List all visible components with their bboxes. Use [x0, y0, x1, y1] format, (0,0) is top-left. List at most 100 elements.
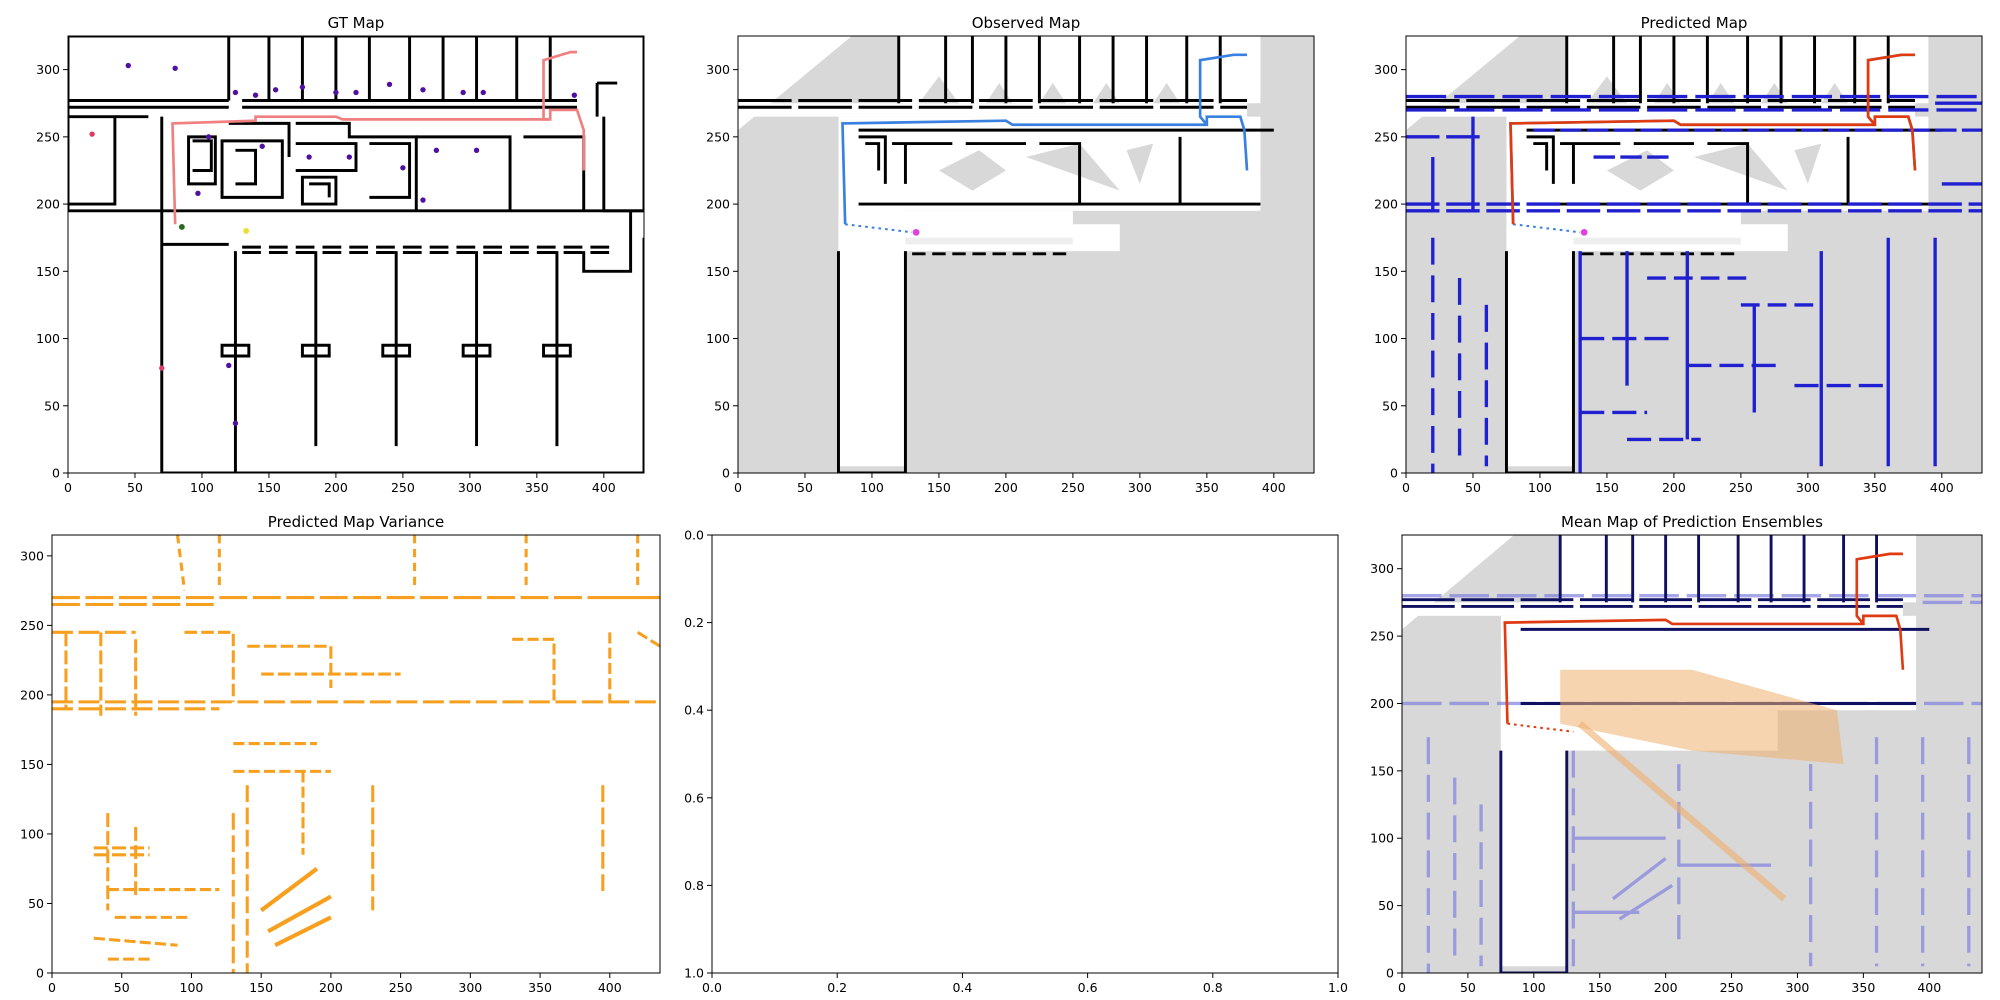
y-tick-label: 150: [706, 264, 730, 279]
y-tick-label: 250: [1374, 129, 1398, 144]
x-tick-label: 250: [1729, 480, 1753, 495]
y-tick-label: 0.4: [684, 703, 704, 718]
y-tick-label: 300: [706, 62, 730, 77]
x-tick-label: 150: [1588, 980, 1612, 995]
x-tick-label: 300: [1796, 480, 1820, 495]
panel-observed-map: Observed Map 0 50 100 150 200 250 300 350 400 0 50 1…: [706, 14, 1315, 495]
y-tick-label: 150: [36, 264, 60, 279]
predicted-map-variance-image: [52, 535, 660, 973]
observed-map-image: [738, 36, 1314, 473]
y-tick-label: 50: [714, 398, 730, 413]
y-tick-label: 150: [20, 757, 44, 772]
x-tick-label: 200: [319, 980, 343, 995]
x-tick-label: 50: [127, 480, 143, 495]
x-tick-label: 100: [180, 980, 204, 995]
panel-title: Predicted Map Variance: [268, 513, 444, 531]
x-tick-label: 200: [1654, 980, 1678, 995]
x-tick-label: 0.8: [1203, 980, 1223, 995]
y-tick-label: 200: [1370, 696, 1394, 711]
x-tick-label: 50: [1465, 480, 1481, 495]
panel-title: Mean Map of Prediction Ensembles: [1561, 513, 1823, 531]
y-tick-label: 250: [36, 129, 60, 144]
x-tick-label: 150: [927, 480, 951, 495]
y-tick-label: 100: [36, 331, 60, 346]
y-tick-label: 300: [20, 548, 44, 563]
y-tick-label: 0: [1386, 966, 1394, 981]
y-tick-label: 0: [722, 466, 730, 481]
x-tick-label: 0.2: [827, 980, 847, 995]
x-tick-label: 0.4: [952, 980, 972, 995]
y-tick-label: 0: [52, 466, 60, 481]
x-tick-label: 300: [458, 980, 482, 995]
panel-title: Observed Map: [972, 14, 1081, 32]
y-tick-label: 100: [1370, 831, 1394, 846]
x-tick-label: 150: [1595, 480, 1619, 495]
panel-mean-map-of-prediction-ensembles: Mean Map of Prediction Ensembles 0 50 100 15…: [1370, 513, 1983, 995]
x-tick-label: 0: [64, 480, 72, 495]
panel-predicted-map-variance: Predicted Map Variance 0 50 100 150 200 250 300…: [20, 513, 661, 995]
y-tick-label: 300: [1374, 62, 1398, 77]
axes-frame: [67, 35, 645, 474]
mean-map-of-prediction-ensembles-image: [1402, 535, 1982, 973]
x-tick-label: 0.0: [702, 980, 722, 995]
y-tick-label: 0.0: [684, 528, 704, 543]
panel-empty-axes: 0.0 0.2 0.4 0.6 0.8 1.00.00.20.40.60.81.0: [684, 528, 1348, 996]
panel-title: GT Map: [328, 14, 385, 32]
x-tick-label: 350: [1863, 480, 1887, 495]
y-tick-label: 0.6: [684, 790, 704, 805]
x-tick-label: 350: [528, 980, 552, 995]
x-tick-label: 0: [1402, 480, 1410, 495]
x-tick-label: 50: [797, 480, 813, 495]
x-tick-label: 400: [1917, 980, 1941, 995]
x-tick-label: 200: [324, 480, 348, 495]
x-tick-label: 350: [1851, 980, 1875, 995]
axes-frame: [1401, 534, 1983, 974]
axes-frame: [1405, 35, 1983, 474]
y-tick-label: 300: [1370, 561, 1394, 576]
x-tick-label: 0: [734, 480, 742, 495]
y-tick-label: 0: [1390, 466, 1398, 481]
y-tick-label: 200: [20, 687, 44, 702]
x-tick-label: 100: [1522, 980, 1546, 995]
x-tick-label: 200: [1662, 480, 1686, 495]
panel-predicted-map: Predicted Map 0 50 100 150 200 250 300 350 400 0 50…: [1374, 14, 1983, 495]
x-tick-label: 350: [525, 480, 549, 495]
x-tick-label: 250: [391, 480, 415, 495]
x-tick-label: 300: [1786, 980, 1810, 995]
x-tick-label: 1.0: [1328, 980, 1348, 995]
panel-gt-map: GT Map 0 50 100 150 200 250 300 350 400 0 50 100 150 2…: [36, 14, 645, 495]
y-tick-label: 0.2: [684, 615, 704, 630]
y-tick-label: 200: [36, 197, 60, 212]
x-tick-label: 50: [114, 980, 130, 995]
y-tick-label: 200: [706, 197, 730, 212]
y-tick-label: 1.0: [684, 966, 704, 981]
y-tick-label: 50: [1382, 398, 1398, 413]
x-tick-label: 400: [592, 480, 616, 495]
x-tick-label: 150: [249, 980, 273, 995]
y-tick-label: 150: [1374, 264, 1398, 279]
y-tick-label: 0.8: [684, 878, 704, 893]
x-tick-label: 400: [1262, 480, 1286, 495]
x-tick-label: 300: [1128, 480, 1152, 495]
x-tick-label: 200: [994, 480, 1018, 495]
y-tick-label: 300: [36, 62, 60, 77]
panel-title: Predicted Map: [1641, 14, 1748, 32]
y-tick-label: 100: [706, 331, 730, 346]
x-tick-label: 250: [1720, 980, 1744, 995]
x-tick-label: 100: [190, 480, 214, 495]
x-tick-label: 400: [1930, 480, 1954, 495]
y-tick-label: 50: [44, 398, 60, 413]
y-tick-label: 200: [1374, 197, 1398, 212]
y-tick-label: 50: [1378, 898, 1394, 913]
x-tick-label: 0: [1398, 980, 1406, 995]
gt-map-image: [68, 36, 644, 473]
x-tick-label: 400: [598, 980, 622, 995]
x-tick-label: 0.6: [1078, 980, 1098, 995]
y-tick-label: 250: [1370, 629, 1394, 644]
x-tick-label: 300: [458, 480, 482, 495]
predicted-map-image: [1406, 36, 1982, 473]
axes-frame: [737, 35, 1315, 474]
y-tick-label: 250: [706, 129, 730, 144]
y-tick-label: 150: [1370, 763, 1394, 778]
